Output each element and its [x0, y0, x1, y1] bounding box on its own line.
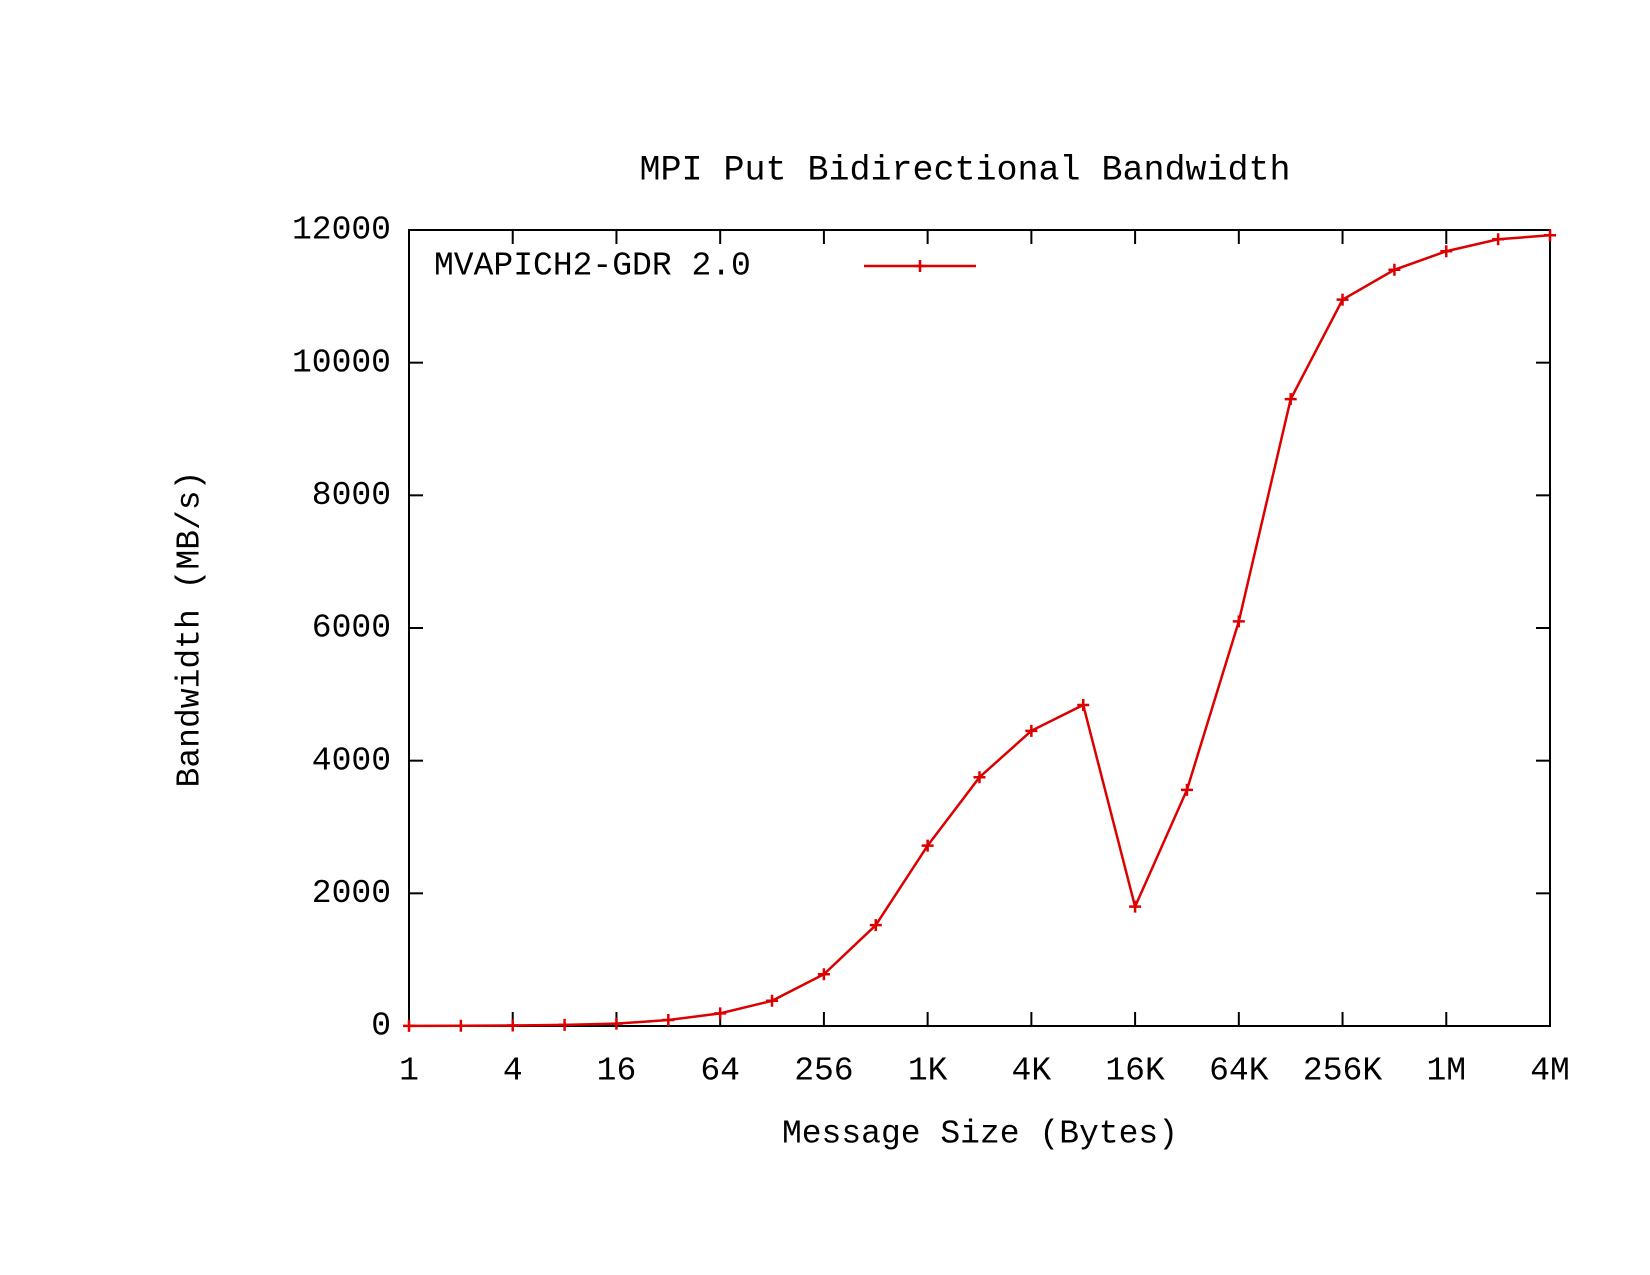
x-tick-label: 1	[399, 1053, 419, 1090]
point-marker	[1025, 724, 1038, 737]
point-marker	[714, 1007, 727, 1020]
x-tick-label: 4K	[1012, 1053, 1052, 1090]
y-tick-label: 12000	[292, 212, 391, 249]
x-tick-label: 16K	[1105, 1053, 1165, 1090]
point-marker	[1544, 229, 1556, 242]
point-marker	[1129, 900, 1142, 913]
y-tick-label: 6000	[312, 610, 391, 647]
point-marker	[1336, 293, 1349, 306]
point-marker	[973, 771, 986, 784]
x-axis-label: Message Size (Bytes)	[782, 1116, 1178, 1153]
point-marker	[921, 839, 934, 852]
x-tick-label: 256K	[1303, 1053, 1382, 1090]
x-tick-label: 1K	[908, 1053, 948, 1090]
point-marker	[454, 1019, 467, 1032]
y-tick-label: 10000	[292, 344, 391, 381]
x-tick-label: 4M	[1530, 1053, 1570, 1090]
point-marker	[403, 1019, 415, 1032]
plot-frame	[408, 229, 1551, 1027]
point-marker	[558, 1018, 571, 1031]
point-marker	[869, 919, 882, 932]
point-marker	[1180, 783, 1193, 796]
x-tick-label: 1M	[1426, 1053, 1466, 1090]
point-marker	[506, 1019, 519, 1032]
y-tick-label: 4000	[312, 742, 391, 779]
point-marker	[1232, 615, 1245, 628]
point-marker	[662, 1014, 675, 1027]
x-tick-label: 64	[700, 1053, 740, 1090]
point-marker	[766, 994, 779, 1007]
point-marker	[1284, 393, 1297, 406]
x-tick-label: 4	[503, 1053, 523, 1090]
point-marker	[610, 1017, 623, 1030]
y-axis-label: Bandwidth (MB/s)	[172, 471, 209, 788]
point-marker	[1077, 698, 1090, 711]
point-marker	[817, 968, 830, 981]
point-marker	[1440, 245, 1453, 258]
y-tick-label: 0	[371, 1008, 391, 1045]
x-tick-label: 256	[794, 1053, 853, 1090]
point-marker	[1492, 233, 1505, 246]
y-tick-label: 8000	[312, 477, 391, 514]
x-tick-label: 64K	[1209, 1053, 1269, 1090]
point-marker	[1388, 263, 1401, 276]
legend-label: MVAPICH2-GDR 2.0	[434, 248, 751, 285]
y-tick-label: 2000	[312, 875, 391, 912]
x-tick-label: 16	[597, 1053, 637, 1090]
chart-title: MPI Put Bidirectional Bandwidth	[639, 150, 1290, 190]
legend-swatch-marker	[914, 260, 926, 272]
